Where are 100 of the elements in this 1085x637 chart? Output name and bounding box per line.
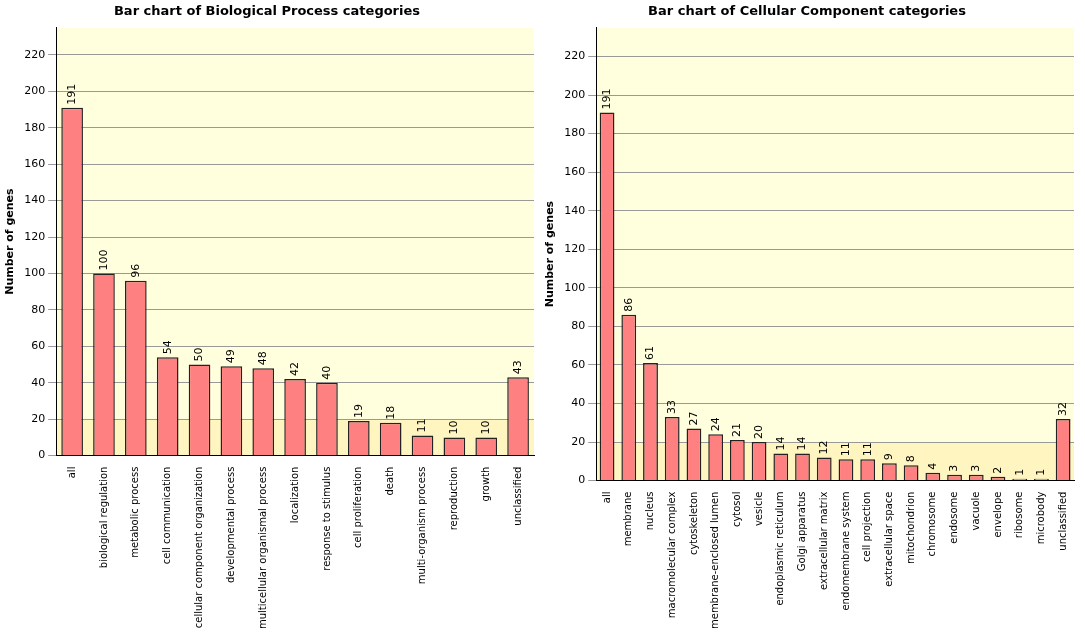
data-label: 191 (599, 88, 613, 110)
data-label: 24 (708, 417, 722, 432)
data-label: 1 (1034, 468, 1048, 476)
y-tick-label: 60 (571, 357, 586, 371)
data-label: 3 (947, 464, 961, 472)
x-tick-label: mitochondrion (904, 491, 916, 565)
x-tick-label: ribosome (1013, 491, 1025, 539)
x-tick-label: unclassified (511, 466, 523, 526)
data-label: 32 (1056, 401, 1069, 416)
y-tick-label: 100 (24, 266, 46, 280)
data-label: 1 (1012, 468, 1026, 476)
x-tick-label: reproduction (447, 466, 459, 531)
y-tick-label: 160 (24, 157, 46, 171)
data-label: 96 (128, 263, 142, 278)
y-tick-label: 0 (38, 448, 46, 462)
x-tick-label: membrane-enclosed lumen (709, 491, 721, 630)
data-label: 10 (447, 420, 461, 435)
x-tick-label: unclassified (1056, 491, 1068, 551)
data-label: 10 (479, 420, 493, 435)
data-label: 54 (160, 340, 174, 355)
x-tick-label: multicellular organismal process (256, 466, 268, 630)
data-label: 100 (96, 249, 110, 271)
x-tick-label: macromolecular complex (665, 491, 677, 619)
x-tick-label: endosome (948, 491, 960, 544)
data-label: 20 (751, 425, 765, 440)
x-tick-label: endoplasmic reticulum (774, 491, 786, 606)
x-tick-label: growth (479, 466, 491, 502)
data-label: 27 (686, 411, 700, 426)
data-label: 86 (621, 297, 635, 312)
y-axis-title: Number of genes (3, 187, 17, 295)
x-tick-label: cell proliferation (352, 466, 364, 548)
chart-title: Bar chart of Cellular Component categories (648, 3, 967, 19)
x-tick-label: response to stimulus (320, 466, 332, 571)
data-label: 11 (838, 442, 852, 457)
y-tick-label: 180 (24, 120, 46, 134)
data-label: 9 (882, 453, 896, 461)
data-label: 14 (795, 436, 809, 451)
data-label: 12 (817, 440, 831, 455)
x-tick-label: vesicle (752, 491, 764, 527)
x-tick-label: extracellular matrix (817, 491, 829, 590)
x-tick-label: death (384, 466, 396, 496)
x-tick-label: membrane (622, 491, 634, 547)
data-label: 21 (730, 423, 744, 438)
x-tick-label: nucleus (644, 491, 656, 531)
y-tick-label: 0 (578, 473, 586, 487)
x-tick-label: cell communication (161, 466, 173, 565)
x-tick-label: chromosome (926, 491, 938, 557)
y-tick-label: 180 (564, 126, 586, 140)
y-tick-label: 200 (24, 84, 46, 98)
data-label: 48 (256, 351, 270, 366)
y-tick-label: 200 (564, 87, 586, 101)
x-tick-label: cytoskeleton (687, 491, 699, 556)
y-tick-label: 60 (31, 339, 46, 353)
y-tick-label: 220 (564, 49, 586, 63)
x-tick-label: envelope (991, 491, 1003, 538)
y-tick-label: 80 (571, 319, 586, 333)
x-tick-label: vacuole (969, 491, 981, 531)
y-tick-label: 140 (564, 203, 586, 217)
x-tick-label: cell projection (861, 491, 873, 562)
chart-title: Bar chart of Biological Process categories (113, 3, 421, 19)
data-label: 3 (969, 464, 983, 472)
x-tick-label: multi-organism process (416, 466, 428, 585)
data-label: 42 (287, 362, 301, 377)
data-label: 50 (192, 347, 206, 362)
y-tick-label: 120 (564, 242, 586, 256)
y-tick-label: 120 (24, 229, 46, 243)
data-label: 40 (319, 365, 333, 380)
x-tick-label: cytosol (730, 491, 742, 528)
y-tick-label: 140 (24, 193, 46, 207)
x-tick-label: all (65, 466, 77, 479)
data-label: 11 (860, 442, 874, 457)
y-axis-title: Number of genes (543, 200, 557, 308)
y-tick-label: 20 (31, 412, 46, 426)
data-label: 4 (925, 462, 939, 470)
data-label: 19 (351, 403, 365, 418)
y-tick-label: 40 (571, 396, 586, 410)
y-tick-label: 160 (564, 165, 586, 179)
y-tick-label: 220 (24, 47, 46, 61)
y-tick-label: 80 (31, 302, 46, 316)
x-tick-label: developmental process (224, 466, 236, 584)
x-tick-label: all (600, 491, 612, 504)
x-tick-label: localization (288, 466, 300, 524)
data-label: 11 (415, 418, 429, 433)
y-tick-label: 40 (31, 375, 46, 389)
data-label: 61 (643, 345, 657, 360)
data-label: 43 (510, 360, 524, 375)
x-tick-label: microbody (1035, 491, 1047, 545)
x-tick-label: Golgi apparatus (796, 491, 808, 572)
data-label: 8 (903, 455, 917, 463)
data-label: 49 (224, 349, 238, 364)
x-tick-label: biological regulation (97, 466, 109, 569)
x-tick-label: extracellular space (882, 491, 894, 587)
data-label: 14 (773, 436, 787, 451)
y-tick-label: 100 (564, 280, 586, 294)
data-label: 191 (64, 83, 78, 105)
data-label: 2 (990, 466, 1004, 474)
x-tick-label: endomembrane system (839, 491, 851, 611)
x-tick-label: cellular component organization (193, 466, 205, 629)
data-label: 33 (665, 399, 679, 414)
x-tick-label: metabolic process (129, 466, 141, 558)
